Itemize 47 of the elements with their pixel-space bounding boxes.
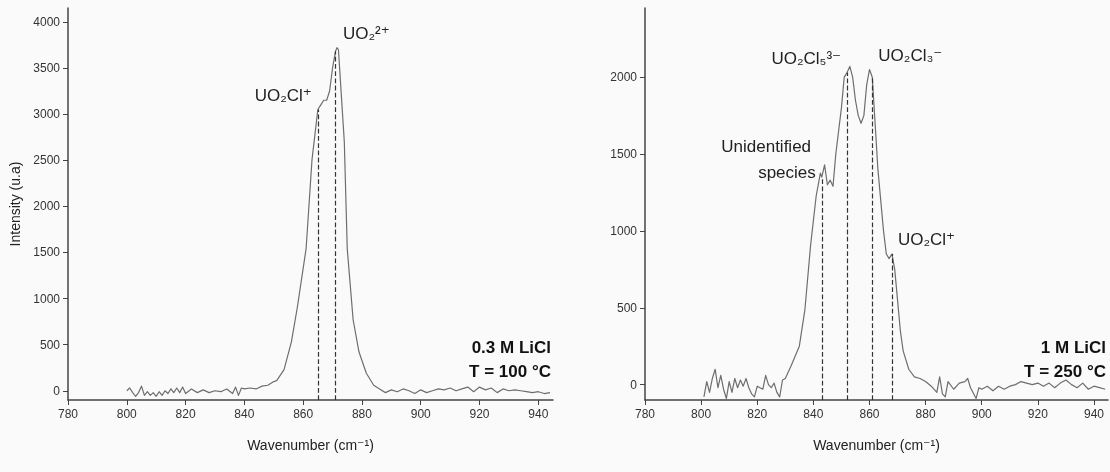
x-tick-label: 780 <box>634 407 656 421</box>
annotation: T = 250 °C <box>1024 362 1106 381</box>
x-tick-label: 820 <box>175 407 196 421</box>
y-tick-label: 2000 <box>33 199 61 214</box>
x-tick-label: 780 <box>57 407 79 421</box>
x-tick-label: 840 <box>234 407 255 421</box>
annotation: UO₂²⁺ <box>342 24 390 44</box>
y-tick-label: 1000 <box>33 291 61 306</box>
y-tick-label: 3500 <box>33 60 61 75</box>
annotation: 1 M LiCl <box>1040 338 1106 357</box>
x-tick-label: 820 <box>747 407 768 421</box>
y-tick-label: 500 <box>616 300 638 315</box>
y-tick-label: 1000 <box>610 223 638 238</box>
x-tick-label: 940 <box>528 407 549 421</box>
line-series <box>703 65 1106 400</box>
y-axis-title: Intensity (u.a) <box>7 161 23 247</box>
x-tick-label: 800 <box>691 407 712 421</box>
y-tick-label: 2500 <box>33 153 61 168</box>
y-tick-label: 0 <box>53 383 61 398</box>
x-tick-label: 880 <box>915 407 936 421</box>
annotation: UO₂Cl⁺ <box>254 85 312 105</box>
annotation: UO₂Cl₃⁻ <box>878 45 943 65</box>
x-tick-label: 940 <box>1083 407 1105 421</box>
x-tick-label: 860 <box>859 407 880 421</box>
y-tick-label: 1500 <box>33 245 61 260</box>
x-tick-label: 920 <box>469 407 490 421</box>
x-tick-label: 920 <box>1027 407 1049 421</box>
annotation: UO₂Cl₅³⁻ <box>771 49 842 69</box>
x-tick-label: 800 <box>116 407 138 421</box>
y-tick-label: 1500 <box>610 147 638 162</box>
annotation: 0.3 M LiCl <box>471 338 552 357</box>
annotation: T = 100 °C <box>469 362 551 381</box>
x-axis-title: Wavenumber (cm⁻¹) <box>247 437 374 453</box>
line-series <box>126 47 551 397</box>
x-tick-label: 860 <box>293 407 314 421</box>
y-tick-label: 500 <box>39 337 61 352</box>
y-tick-label: 0 <box>630 377 638 392</box>
x-tick-label: 880 <box>351 407 373 421</box>
x-tick-label: 900 <box>971 407 993 421</box>
annotation: UO₂Cl⁺ <box>897 230 956 250</box>
x-tick-label: 900 <box>410 407 432 421</box>
x-axis-title: Wavenumber (cm⁻¹) <box>813 437 940 453</box>
y-tick-label: 3000 <box>33 107 61 122</box>
x-tick-label: 840 <box>803 407 824 421</box>
annotation: Unidentified species <box>721 136 816 182</box>
y-tick-label: 4000 <box>33 14 61 29</box>
y-tick-label: 2000 <box>610 70 638 85</box>
